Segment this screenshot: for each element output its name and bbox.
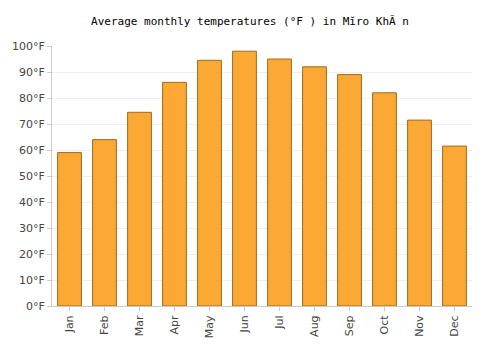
- svg-text:Dec: Dec: [448, 315, 461, 336]
- svg-text:Jul: Jul: [273, 315, 286, 329]
- svg-text:50°F: 50°F: [19, 170, 45, 183]
- svg-text:Feb: Feb: [98, 315, 111, 334]
- svg-text:Jun: Jun: [238, 315, 251, 333]
- svg-text:Apr: Apr: [168, 315, 181, 335]
- svg-text:Jan: Jan: [63, 315, 76, 333]
- svg-text:Average monthly temperatures (: Average monthly temperatures (°F ) in Mĭ…: [91, 15, 409, 28]
- svg-text:Aug: Aug: [308, 315, 321, 336]
- svg-text:May: May: [203, 315, 216, 338]
- svg-text:30°F: 30°F: [19, 222, 45, 235]
- svg-text:20°F: 20°F: [19, 248, 45, 261]
- svg-text:0°F: 0°F: [26, 300, 45, 313]
- svg-text:Nov: Nov: [413, 315, 426, 337]
- svg-text:10°F: 10°F: [19, 274, 45, 287]
- svg-text:60°F: 60°F: [19, 144, 45, 157]
- svg-text:Mar: Mar: [133, 315, 146, 336]
- svg-text:100°F: 100°F: [12, 40, 45, 53]
- svg-text:Oct: Oct: [378, 315, 391, 335]
- svg-text:70°F: 70°F: [19, 118, 45, 131]
- svg-text:40°F: 40°F: [19, 196, 45, 209]
- svg-text:Sep: Sep: [343, 315, 356, 336]
- svg-text:80°F: 80°F: [19, 92, 45, 105]
- svg-text:90°F: 90°F: [19, 66, 45, 79]
